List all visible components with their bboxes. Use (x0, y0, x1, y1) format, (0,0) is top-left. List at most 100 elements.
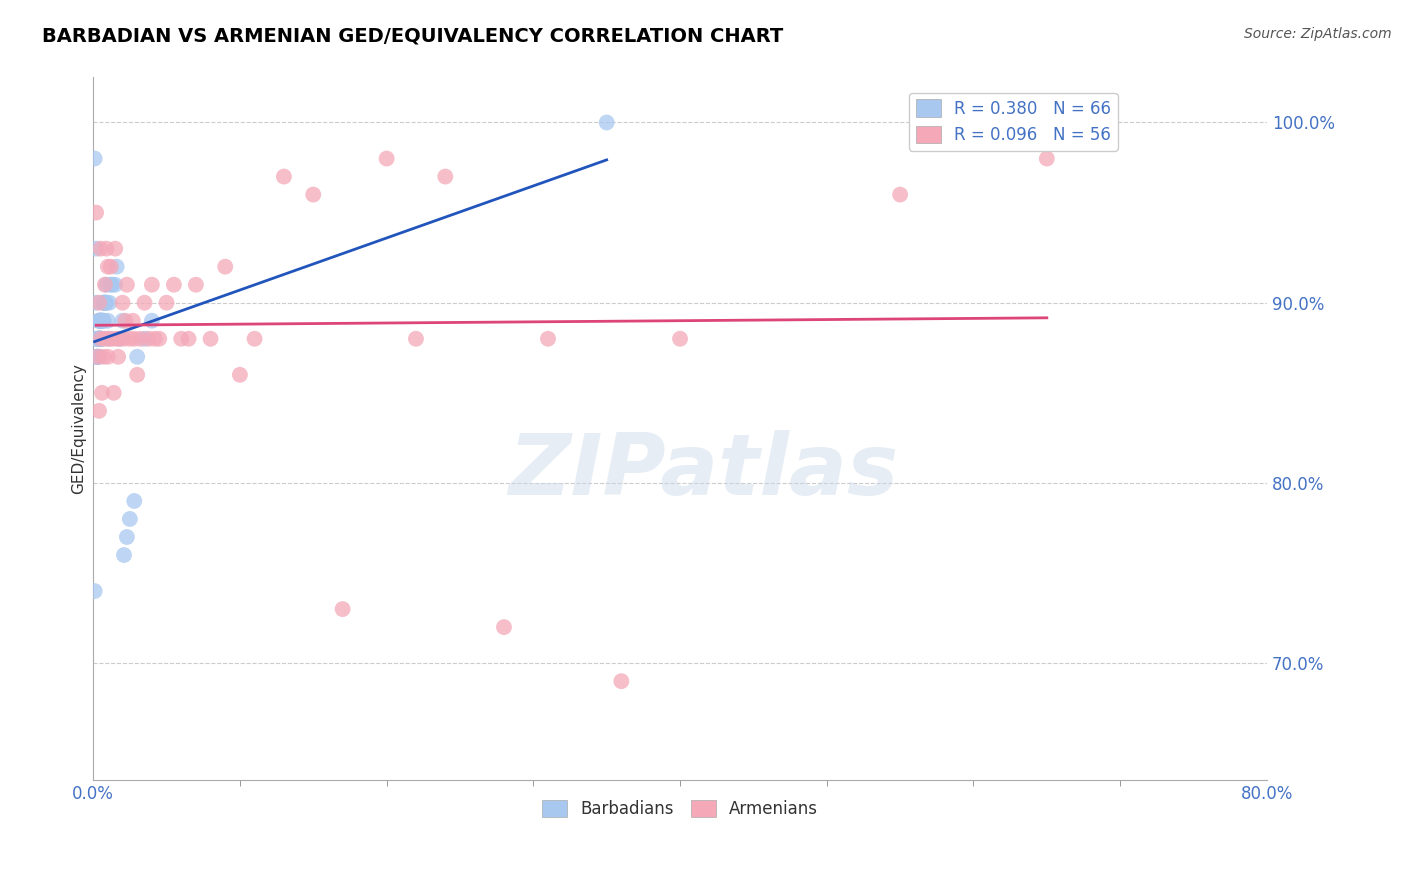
Point (100, 260, 122, 274)
Point (94, 332, 117, 346)
Point (86, 350, 108, 364)
Point (98, 295, 121, 310)
Point (141, 277, 163, 292)
Point (89, 314, 111, 328)
Point (129, 332, 152, 346)
Text: Source: ZipAtlas.com: Source: ZipAtlas.com (1244, 27, 1392, 41)
Point (114, 314, 136, 328)
Point (87, 314, 110, 328)
Point (127, 350, 149, 364)
Point (595, 115, 617, 129)
Point (89, 314, 111, 328)
Point (91, 314, 114, 328)
Point (111, 295, 134, 310)
Point (86, 350, 108, 364)
Point (100, 277, 122, 292)
Point (103, 385, 125, 400)
Point (84, 350, 107, 364)
Point (108, 332, 131, 346)
Point (163, 277, 186, 292)
Point (96, 295, 118, 310)
Point (89, 314, 111, 328)
Point (122, 332, 145, 346)
Point (86, 350, 108, 364)
Point (94, 295, 117, 310)
Point (610, 674, 633, 689)
Point (118, 332, 141, 346)
Point (87, 332, 110, 346)
Point (89, 314, 111, 328)
Text: BARBADIAN VS ARMENIAN GED/EQUIVALENCY CORRELATION CHART: BARBADIAN VS ARMENIAN GED/EQUIVALENCY CO… (42, 27, 783, 45)
Point (87, 314, 110, 328)
Point (96, 277, 118, 292)
Text: ZIPatlas: ZIPatlas (509, 430, 898, 513)
Point (138, 332, 160, 346)
Point (141, 314, 163, 328)
Point (115, 277, 138, 292)
Point (91, 314, 114, 328)
Point (89, 332, 111, 346)
Point (89, 332, 111, 346)
Point (87, 350, 110, 364)
Point (94, 295, 117, 310)
Point (229, 368, 252, 382)
Point (101, 332, 124, 346)
Point (84, 205, 107, 219)
Point (83, 152, 105, 166)
Point (94, 295, 117, 310)
Point (302, 187, 325, 202)
Point (87, 332, 110, 346)
Point (87, 332, 110, 346)
Point (89, 332, 111, 346)
Point (537, 332, 560, 346)
Point (97, 314, 120, 328)
Point (97, 260, 120, 274)
Point (121, 314, 143, 328)
Point (105, 260, 128, 274)
Point (94, 295, 117, 310)
Point (405, 332, 427, 346)
Point (111, 314, 134, 328)
Point (91, 385, 114, 400)
Point (87, 332, 110, 346)
Point (93, 314, 115, 328)
Point (89, 332, 111, 346)
Point (1036, 152, 1059, 166)
Point (97, 350, 120, 364)
Point (375, 152, 398, 166)
Point (93, 295, 115, 310)
Point (89, 314, 111, 328)
Point (87, 404, 110, 418)
Point (89, 332, 111, 346)
Point (155, 295, 177, 310)
Point (118, 512, 141, 526)
Point (98, 332, 121, 346)
Point (143, 332, 166, 346)
Point (243, 332, 266, 346)
Point (669, 332, 692, 346)
Point (91, 332, 114, 346)
Point (86, 332, 108, 346)
Point (93, 350, 115, 364)
Point (134, 332, 156, 346)
Point (101, 277, 124, 292)
Point (86, 350, 108, 364)
Point (87, 332, 110, 346)
Point (87, 332, 110, 346)
Point (94, 277, 117, 292)
Point (89, 242, 111, 256)
Legend: Barbadians, Armenians: Barbadians, Armenians (536, 793, 825, 825)
Point (200, 332, 222, 346)
Point (84, 242, 107, 256)
Point (104, 242, 127, 256)
Point (184, 277, 207, 292)
Point (87, 314, 110, 328)
Point (87, 332, 110, 346)
Point (122, 494, 145, 508)
Point (108, 332, 131, 346)
Point (91, 314, 114, 328)
Point (214, 260, 236, 274)
Point (434, 169, 457, 184)
Point (87, 295, 110, 310)
Point (889, 187, 911, 202)
